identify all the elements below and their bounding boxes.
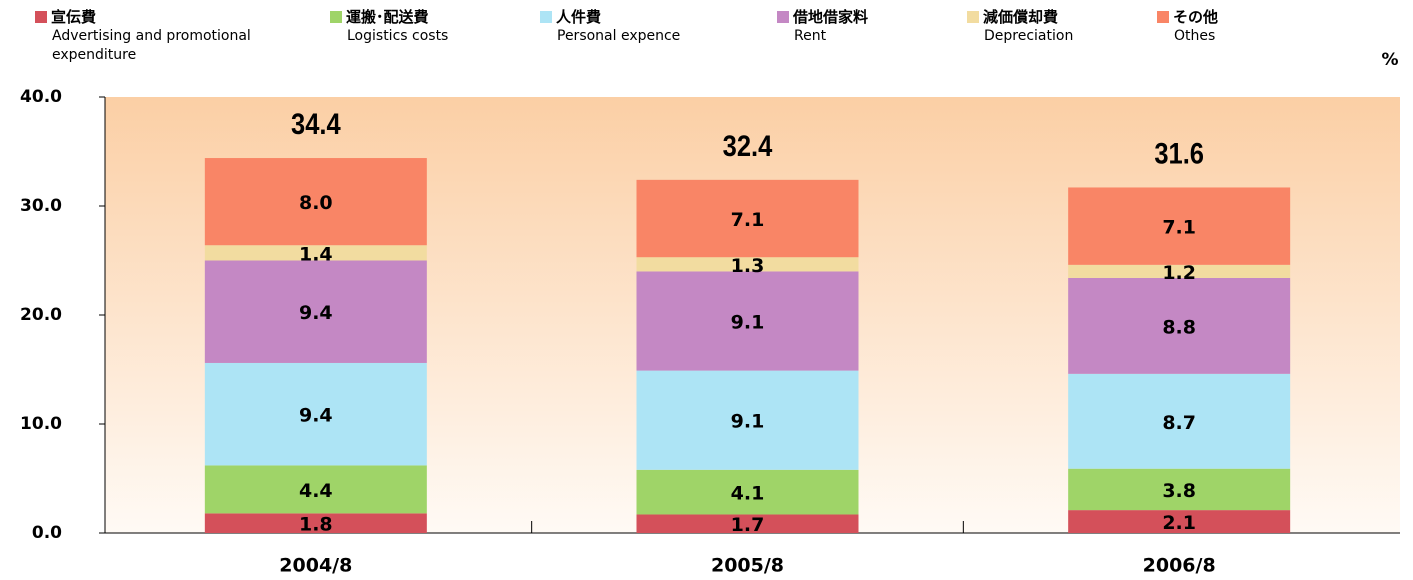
bar-segment bbox=[636, 469, 859, 515]
legend-swatch bbox=[967, 10, 979, 23]
data-label: 1.7 bbox=[731, 514, 765, 536]
data-label: 9.1 bbox=[731, 311, 765, 333]
data-label: 3.8 bbox=[1162, 480, 1196, 502]
legend-name-en: Rent bbox=[794, 28, 827, 44]
x-tick-label: 2006/8 bbox=[1143, 555, 1216, 577]
bar-segment bbox=[636, 370, 859, 470]
legend-name-en: Personal expence bbox=[557, 28, 681, 44]
data-label: 4.4 bbox=[299, 480, 333, 502]
y-tick-label: 0.0 bbox=[32, 523, 62, 543]
legend-name: 人件費 bbox=[556, 8, 602, 26]
data-label: 7.1 bbox=[731, 209, 765, 231]
legend-item: 減価償却費 Depreciation bbox=[967, 6, 1209, 46]
legend-name-en: Othes bbox=[1174, 28, 1216, 44]
legend-item: その他 Othes bbox=[1157, 6, 1399, 46]
data-label: 2.1 bbox=[1162, 512, 1196, 534]
legend-swatch bbox=[35, 10, 47, 23]
data-label: 9.4 bbox=[299, 302, 333, 324]
bar-segment bbox=[1068, 187, 1291, 265]
legend-name: その他 bbox=[1173, 8, 1219, 26]
bar-segment bbox=[204, 465, 427, 514]
data-label: 1.2 bbox=[1162, 262, 1196, 284]
bar-segment bbox=[636, 179, 859, 258]
y-tick-label: 10.0 bbox=[20, 414, 62, 434]
bar-segment bbox=[204, 260, 427, 363]
data-label: 7.1 bbox=[1162, 217, 1196, 239]
bar-segment bbox=[1068, 373, 1291, 469]
data-label: 1.4 bbox=[299, 243, 333, 265]
data-label: 1.8 bbox=[299, 514, 333, 536]
legend-label: 宣伝費 bbox=[35, 6, 277, 27]
legend-name: 宣伝費 bbox=[51, 8, 97, 26]
bar-segment bbox=[636, 257, 859, 272]
bar-segment bbox=[1068, 264, 1291, 278]
y-tick-label: 40.0 bbox=[20, 87, 62, 107]
data-label: 9.1 bbox=[731, 411, 765, 433]
bar-segment bbox=[204, 245, 427, 261]
data-label: 9.4 bbox=[299, 405, 333, 427]
data-label: 8.8 bbox=[1162, 316, 1196, 338]
legend-label: 運搬･配送費 bbox=[330, 6, 572, 27]
legend-label: 借地借家料 bbox=[777, 6, 1019, 27]
total-label: 34.4 bbox=[291, 107, 341, 140]
legend-name-en: Advertising and promotional expenditure bbox=[52, 28, 251, 63]
legend-swatch bbox=[540, 10, 552, 23]
total-label: 31.6 bbox=[1154, 136, 1204, 169]
legend-item: 宣伝費 Advertising and promotional expenditu… bbox=[35, 6, 277, 65]
bar-segment bbox=[1068, 510, 1291, 533]
unit-label: % bbox=[1381, 50, 1398, 70]
legend-label: その他 bbox=[1157, 6, 1399, 27]
legend-name-en: Logistics costs bbox=[347, 28, 449, 44]
legend-item: 運搬･配送費 Logistics costs bbox=[330, 6, 572, 46]
legend-label: 人件費 bbox=[540, 6, 782, 27]
total-label: 32.4 bbox=[723, 129, 773, 162]
data-label: 4.1 bbox=[731, 483, 765, 505]
legend-name: 減価償却費 bbox=[983, 8, 1059, 26]
bar-segment bbox=[636, 271, 859, 371]
bar-segment bbox=[204, 158, 427, 246]
legend-swatch bbox=[330, 10, 342, 23]
legend-item: 借地借家料 Rent bbox=[777, 6, 1019, 46]
legend-swatch bbox=[1157, 10, 1169, 23]
bar-segment bbox=[204, 362, 427, 466]
data-label: 8.7 bbox=[1162, 412, 1196, 434]
bar-segment bbox=[204, 513, 427, 533]
x-tick-label: 2005/8 bbox=[711, 555, 784, 577]
legend-name: 運搬･配送費 bbox=[346, 8, 429, 26]
legend-item: 人件費 Personal expence bbox=[540, 6, 782, 46]
legend-label: 減価償却費 bbox=[967, 6, 1209, 27]
legend-name: 借地借家料 bbox=[793, 8, 869, 26]
bar-segment bbox=[1068, 468, 1291, 511]
legend-name-en: Depreciation bbox=[984, 28, 1074, 44]
x-tick-label: 2004/8 bbox=[279, 555, 352, 577]
y-tick-label: 20.0 bbox=[20, 305, 62, 325]
y-tick-label: 30.0 bbox=[20, 196, 62, 216]
bar-segment bbox=[636, 514, 859, 533]
legend-swatch bbox=[777, 10, 789, 23]
bar-segment bbox=[1068, 277, 1291, 374]
data-label: 1.3 bbox=[731, 255, 765, 277]
data-label: 8.0 bbox=[299, 192, 333, 214]
